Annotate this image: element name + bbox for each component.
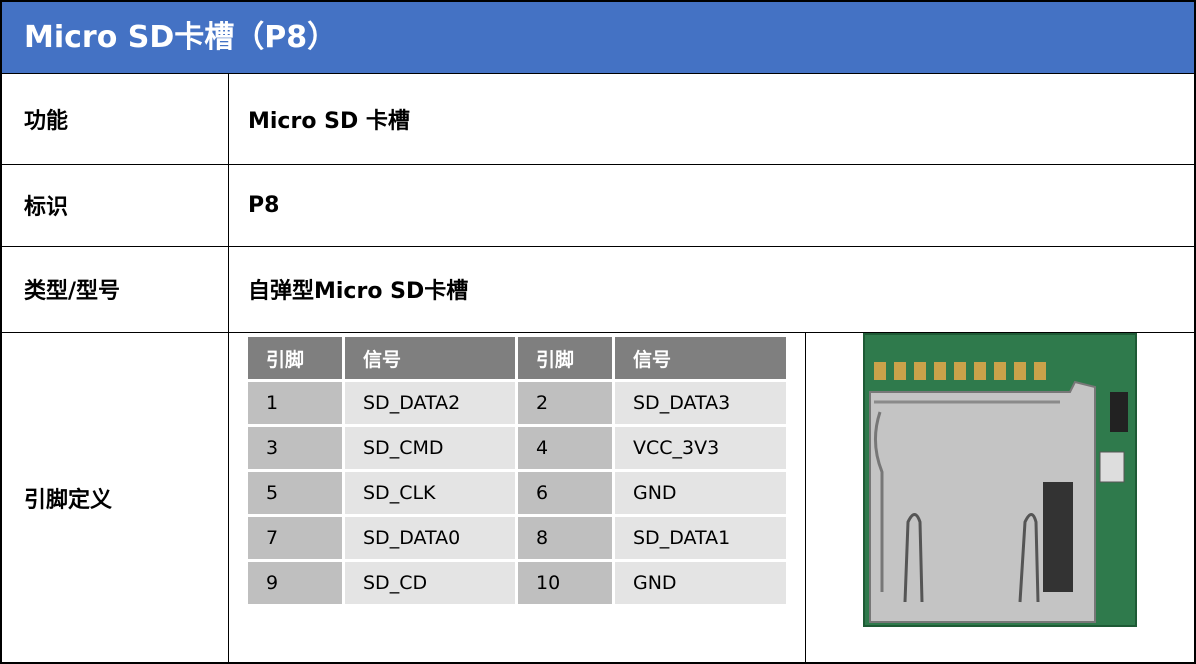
sd-slot-photo [863,333,1137,627]
pin-cell: 10 [518,562,612,604]
row-label: 标识 [24,195,69,220]
metal-shield [869,380,1096,623]
row-label: 功能 [24,109,69,134]
signal-cell: GND [615,472,786,514]
row-divider [2,246,1194,247]
row-label: 引脚定义 [24,488,113,513]
component [1110,392,1128,432]
pin-row: 9 SD_CD 10 GND [248,562,786,604]
pin-header-cell: 信号 [345,337,515,379]
signal-cell: SD_CD [345,562,515,604]
pin-cell: 6 [518,472,612,514]
pin-header-cell: 引脚 [248,337,342,379]
contact-spring [903,513,924,603]
pin-header-cell: 引脚 [518,337,612,379]
pin-cell: 5 [248,472,342,514]
row-value: 自弹型Micro SD卡槽 [248,279,469,304]
pin-cell: 8 [518,517,612,559]
pin-cell: 1 [248,382,342,424]
pin-cell: 9 [248,562,342,604]
row-label: 类型/型号 [24,279,121,304]
pcb-edge [863,333,1137,627]
column-divider [228,74,229,664]
pin-cell: 3 [248,427,342,469]
pin-row: 5 SD_CLK 6 GND [248,472,786,514]
signal-cell: SD_DATA1 [615,517,786,559]
pin-header-row: 引脚 信号 引脚 信号 [248,337,786,379]
pin-header-cell: 信号 [615,337,786,379]
component [1099,451,1125,483]
signal-cell: SD_DATA2 [345,382,515,424]
signal-cell: SD_CLK [345,472,515,514]
pin-row: 1 SD_DATA2 2 SD_DATA3 [248,382,786,424]
signal-cell: GND [615,562,786,604]
pin-table: 引脚 信号 引脚 信号 1 SD_DATA2 2 SD_DATA3 3 SD_CMD 4 VCC_3V… [245,334,789,607]
row-value: Micro SD 卡槽 [248,109,410,134]
row-value: P8 [248,192,280,218]
pin-row: 3 SD_CMD 4 VCC_3V3 [248,427,786,469]
pin-cell: 7 [248,517,342,559]
detect-switch [1043,482,1073,592]
signal-cell: SD_CMD [345,427,515,469]
row-divider [2,164,1194,165]
signal-cell: SD_DATA3 [615,382,786,424]
table-title: Micro SD卡槽（P8） [2,2,1194,74]
row-divider [2,332,1194,333]
signal-cell: SD_DATA0 [345,517,515,559]
pin-cell: 2 [518,382,612,424]
shield-spring [874,411,884,592]
pads [874,362,1046,380]
signal-cell: VCC_3V3 [615,427,786,469]
contact-spring [1018,513,1040,603]
pin-cell: 4 [518,427,612,469]
column-divider [805,332,806,664]
pin-row: 7 SD_DATA0 8 SD_DATA1 [248,517,786,559]
